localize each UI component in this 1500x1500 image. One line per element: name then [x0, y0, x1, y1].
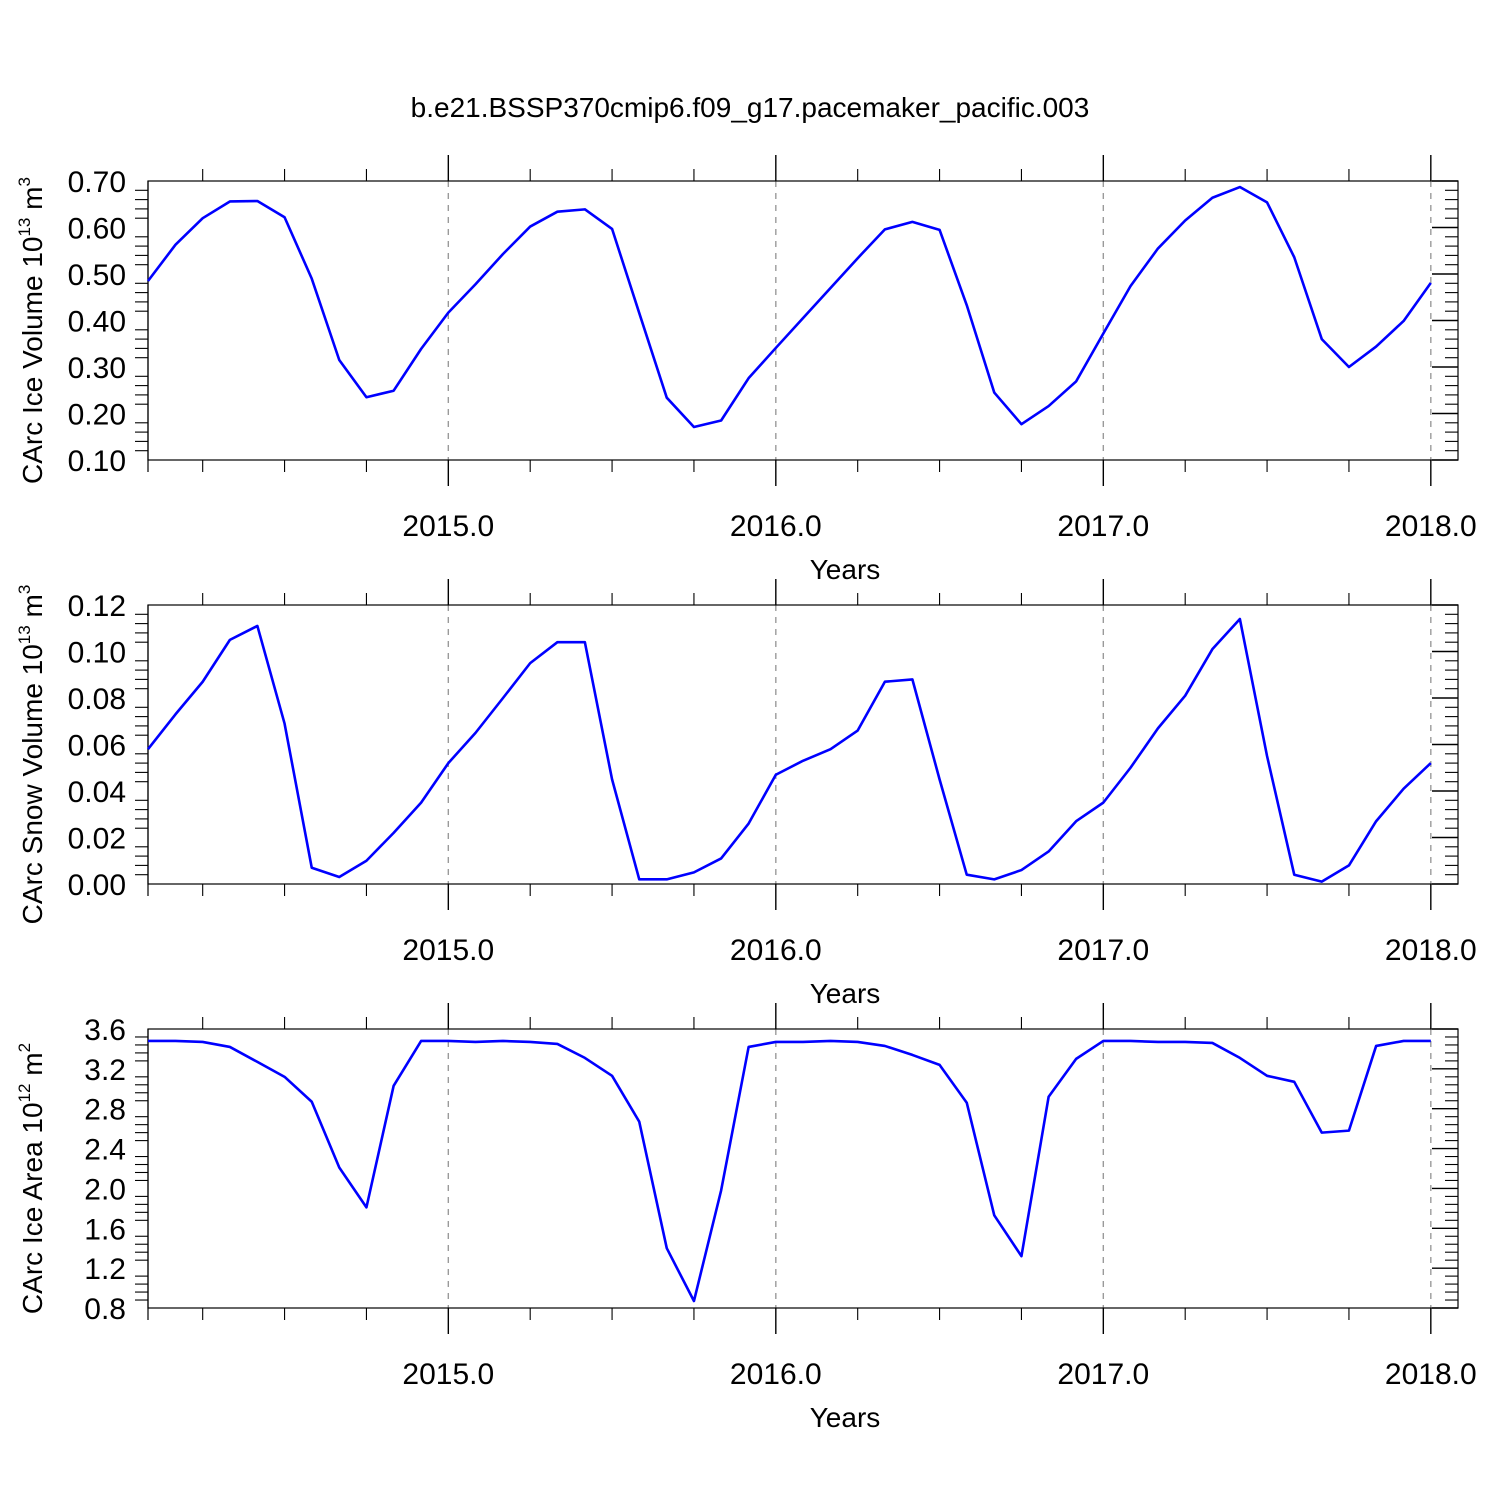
series-line-2 [146, 617, 1432, 883]
y-tick-label-0-50: 0.50 [68, 259, 126, 292]
y-tick-label-2-0: 2.0 [84, 1173, 126, 1206]
y-tick-label-0-60: 0.60 [68, 213, 126, 246]
x-tick-label-2015-0: 2015.0 [402, 934, 494, 967]
x-axis-label: Years [810, 554, 881, 585]
x-tick-label-2017-0: 2017.0 [1057, 934, 1149, 967]
x-tick-label-2017-0: 2017.0 [1057, 510, 1149, 543]
y-tick-label-0-00: 0.00 [68, 869, 126, 902]
y-axis-label: CArc Ice Volume 1013 m3 [15, 177, 48, 484]
x-tick-label-2015-0: 2015.0 [402, 510, 494, 543]
chart-title: b.e21.BSSP370cmip6.f09_g17.pacemaker_pac… [411, 92, 1090, 123]
x-axis-label: Years [810, 978, 881, 1009]
y-tick-label-1-2: 1.2 [84, 1253, 126, 1286]
x-tick-label-2018-0: 2018.0 [1385, 510, 1477, 543]
plot-frame [147, 604, 1459, 885]
y-tick-label-0-20: 0.20 [68, 399, 126, 432]
plot-frame [147, 180, 1459, 461]
y-tick-label-1-6: 1.6 [84, 1213, 126, 1246]
x-tick-label-2016-0: 2016.0 [730, 510, 822, 543]
y-tick-label-0-40: 0.40 [68, 306, 126, 339]
series-line-1 [146, 185, 1432, 429]
y-tick-label-0-02: 0.02 [68, 823, 126, 856]
chart-panel-2: 2015.0 2016.0 2017.0 2018.0 0.00 0.02 0.04 0.06… [15, 579, 1477, 1009]
x-tick-label-2018-0: 2018.0 [1385, 934, 1477, 967]
x-tick-label-2016-0: 2016.0 [730, 1358, 822, 1391]
chart-panels: 2015.0 2016.0 2017.0 2018.0 0.10 0.20 0.30 0.40… [15, 155, 1477, 1433]
x-axis-label: Years [810, 1402, 881, 1433]
y-tick-label-0-70: 0.70 [68, 166, 126, 199]
chart-panel-1: 2015.0 2016.0 2017.0 2018.0 0.10 0.20 0.30 0.40… [15, 155, 1477, 585]
y-tick-label-0-06: 0.06 [68, 730, 126, 763]
y-tick-label-0-10: 0.10 [68, 445, 126, 478]
y-tick-label-0-8: 0.8 [84, 1293, 126, 1326]
x-tick-label-2015-0: 2015.0 [402, 1358, 494, 1391]
x-tick-label-2018-0: 2018.0 [1385, 1358, 1477, 1391]
chart-panel-3: 2015.0 2016.0 2017.0 2018.0 0.8 1.2 1.6 2.0 2.4 2… [15, 1003, 1477, 1433]
y-tick-label-0-30: 0.30 [68, 352, 126, 385]
y-tick-label-2-8: 2.8 [84, 1094, 126, 1127]
y-axis-label: CArc Ice Area 1012 m2 [15, 1043, 48, 1314]
y-tick-label-0-12: 0.12 [68, 590, 126, 623]
series-line-3 [148, 1039, 1431, 1303]
x-tick-label-2016-0: 2016.0 [730, 934, 822, 967]
y-tick-label-0-08: 0.08 [68, 683, 126, 716]
y-tick-label-3-6: 3.6 [84, 1014, 126, 1047]
y-tick-label-3-2: 3.2 [84, 1054, 126, 1087]
y-tick-label-0-10: 0.10 [68, 637, 126, 670]
y-tick-label-0-04: 0.04 [68, 776, 126, 809]
y-axis-label: CArc Snow Volume 1013 m3 [15, 585, 48, 925]
y-tick-label-2-4: 2.4 [84, 1134, 126, 1167]
x-tick-label-2017-0: 2017.0 [1057, 1358, 1149, 1391]
